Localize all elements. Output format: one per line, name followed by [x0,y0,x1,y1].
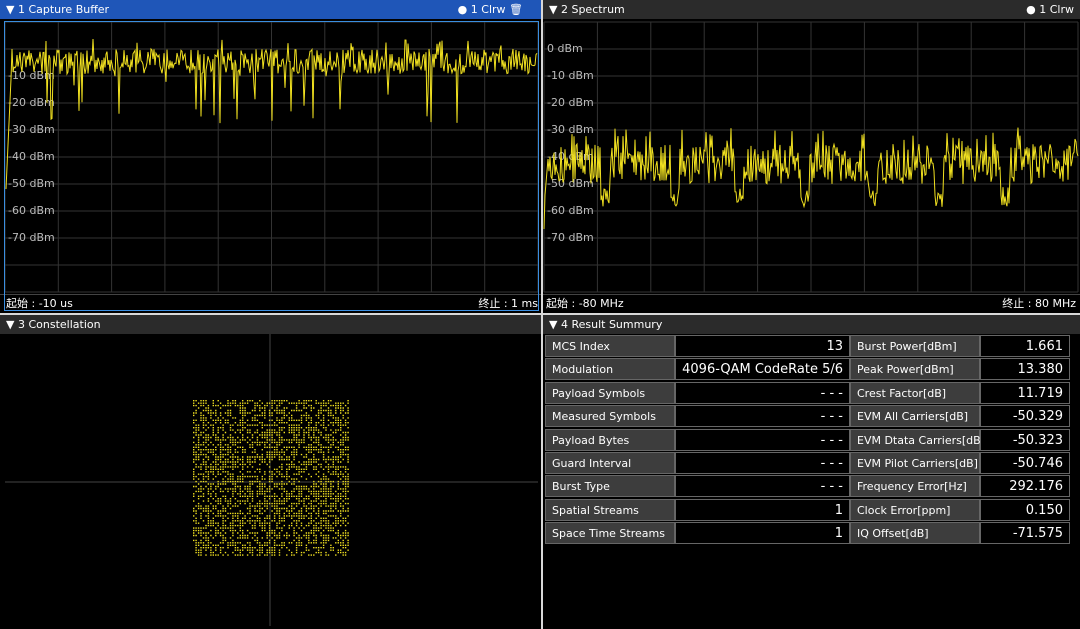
panel-footer: 起始 : -10 us 终止 : 1 ms [0,294,541,312]
y-label: -40 dBm [8,150,55,163]
spectrum-plot: 0 dBm-10 dBm-20 dBm-30 dBm-40 dBm-50 dBm… [543,19,1080,295]
param-value: - - - [675,429,850,451]
param-value: -50.746 [980,452,1070,474]
param-label: Spatial Streams [545,499,675,521]
y-label: -70 dBm [547,231,594,244]
y-label: -50 dBm [547,177,594,190]
param-value: 13 [675,335,850,357]
trace-label: ● 1 Clrw 🗑 [458,0,523,19]
param-value: 4096-QAM CodeRate 5/6 [675,358,850,380]
panel-header[interactable]: ▼ 1 Capture Buffer● 1 Clrw 🗑 [0,0,541,19]
constellation-points [193,400,349,556]
stop-label: 终止 : 80 MHz [1002,295,1076,312]
param-value: -50.323 [980,429,1070,451]
panel-title: 4 Result Summury [561,318,662,331]
param-value: 11.719 [980,382,1070,404]
param-value: 0.150 [980,499,1070,521]
param-label: Payload Bytes [545,429,675,451]
param-label: MCS Index [545,335,675,357]
y-label: -50 dBm [8,177,55,190]
param-value: 1 [675,522,850,544]
param-label: Modulation [545,358,675,380]
panel-1: ▼ 1 Capture Buffer● 1 Clrw 🗑 -10 dBm-20 … [0,0,541,313]
param-label: Payload Symbols [545,382,675,404]
param-value: -50.329 [980,405,1070,427]
param-label: EVM All Carriers[dB] [850,405,980,427]
param-label: Measured Symbols [545,405,675,427]
panel-title: 1 Capture Buffer [18,3,109,16]
param-label: Space Time Streams [545,522,675,544]
panel-title: 3 Constellation [18,318,101,331]
param-value: 1.661 [980,335,1070,357]
param-value: 1 [675,499,850,521]
panel-title: 2 Spectrum [561,3,625,16]
y-label: -70 dBm [8,231,55,244]
param-value: 13.380 [980,358,1070,380]
y-label: -30 dBm [8,123,55,136]
param-value: - - - [675,405,850,427]
panel-header[interactable]: ▼ 2 Spectrum● 1 Clrw [543,0,1080,19]
param-value: 292.176 [980,475,1070,497]
param-label: Crest Factor[dB] [850,382,980,404]
param-label: EVM Dtata Carriers[dB] [850,429,980,451]
param-label: Guard Interval [545,452,675,474]
panel-header[interactable]: ▼ 4 Result Summury [543,315,1080,334]
param-label: Peak Power[dBm] [850,358,980,380]
param-label: Clock Error[ppm] [850,499,980,521]
param-value: -71.575 [980,522,1070,544]
param-label: EVM Pilot Carriers[dB] [850,452,980,474]
param-value: - - - [675,382,850,404]
param-label: Frequency Error[Hz] [850,475,980,497]
capture-plot: -10 dBm-20 dBm-30 dBm-40 dBm-50 dBm-60 d… [0,19,541,295]
y-label: -30 dBm [547,123,594,136]
constellation-plot [0,334,541,626]
panel-4: ▼ 4 Result Summury MCS Index13Burst Powe… [543,315,1080,629]
panel-header[interactable]: ▼ 3 Constellation [0,315,541,334]
y-label: -20 dBm [547,96,594,109]
stop-label: 终止 : 1 ms [478,295,538,312]
trace-name: 1 Clrw [1039,3,1074,16]
y-label: -20 dBm [8,96,55,109]
panel-3: ▼ 3 Constellation [0,315,541,629]
y-label: -60 dBm [8,204,55,217]
panel-footer: 起始 : -80 MHz 终止 : 80 MHz [543,294,1080,312]
y-label: 0 dBm [547,42,583,55]
start-label: 起始 : -10 us [6,295,73,312]
trace-label: ● 1 Clrw [1026,0,1074,19]
trace-name: 1 Clrw [471,3,506,16]
panel-2: ▼ 2 Spectrum● 1 Clrw 0 dBm-10 dBm-20 dBm… [543,0,1080,313]
param-label: Burst Power[dBm] [850,335,980,357]
y-label: -10 dBm [547,69,594,82]
param-label: Burst Type [545,475,675,497]
param-value: - - - [675,452,850,474]
param-value: - - - [675,475,850,497]
param-label: IQ Offset[dB] [850,522,980,544]
start-label: 起始 : -80 MHz [546,295,624,312]
y-label: -60 dBm [547,204,594,217]
